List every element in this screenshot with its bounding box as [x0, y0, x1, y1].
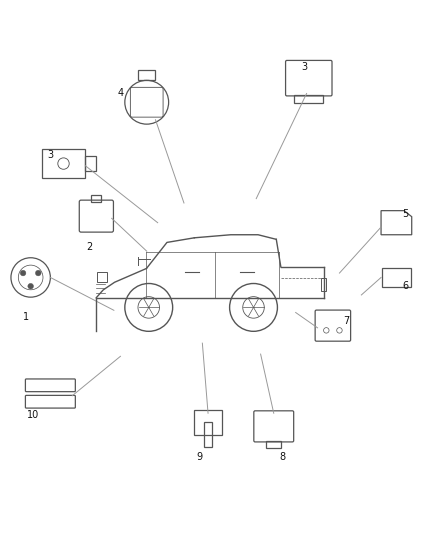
Bar: [205, 422, 212, 447]
Bar: [294, 94, 323, 103]
Text: 9: 9: [196, 452, 202, 462]
Bar: [42, 149, 85, 178]
Text: 10: 10: [27, 410, 39, 421]
Bar: [138, 70, 155, 80]
Text: 1: 1: [23, 312, 29, 322]
Text: 5: 5: [402, 209, 408, 219]
Circle shape: [20, 270, 26, 276]
Circle shape: [28, 284, 33, 289]
Bar: [382, 268, 411, 287]
Text: 8: 8: [279, 452, 286, 462]
Text: 3: 3: [301, 62, 307, 72]
Text: 3: 3: [47, 150, 53, 160]
Bar: [91, 195, 102, 202]
Bar: [194, 410, 223, 435]
Text: 6: 6: [402, 281, 408, 291]
Text: 2: 2: [87, 242, 93, 252]
Text: 4: 4: [117, 88, 124, 99]
Bar: [98, 271, 106, 282]
Bar: [85, 157, 96, 171]
Bar: [321, 278, 326, 292]
Bar: [266, 441, 281, 448]
Circle shape: [35, 270, 41, 276]
Text: 7: 7: [343, 316, 349, 326]
